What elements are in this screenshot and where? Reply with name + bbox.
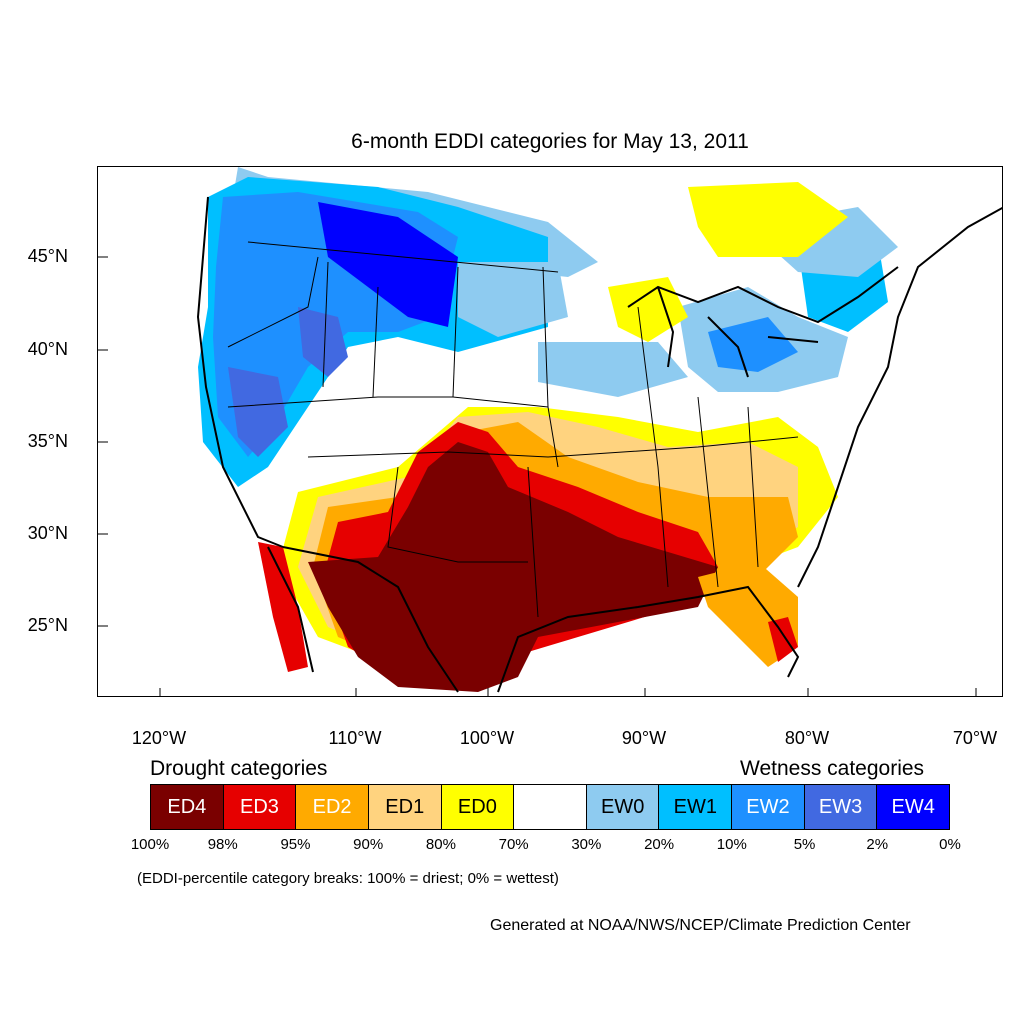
- coastlines: [196, 196, 1002, 693]
- percent-break-label: 10%: [716, 836, 747, 853]
- percent-break-label: 20%: [644, 836, 675, 853]
- michigan-ed0: [608, 277, 688, 342]
- plains-ew0: [538, 342, 688, 397]
- state-boundaries: [227, 241, 799, 618]
- category-legend-bar: ED4 ED3 ED2 ED1 ED0 EW0 EW1 EW2 EW3 EW4: [150, 784, 950, 830]
- percent-break-label: 5%: [793, 836, 816, 853]
- percent-break-label: 2%: [866, 836, 889, 853]
- montana-ew4-region: [318, 202, 458, 327]
- wetness-categories-heading: Wetness categories: [740, 757, 925, 780]
- legend-cell-ew1: EW1: [659, 785, 733, 829]
- legend-cell-ed3: ED3: [223, 785, 297, 829]
- quebec-ed0: [688, 182, 848, 257]
- legend-cell-ew2: EW2: [732, 785, 805, 829]
- lon-label-90w: 90°W: [621, 728, 667, 748]
- legend-cell-ed0: ED0: [441, 785, 515, 829]
- map-panel: [97, 166, 1003, 697]
- percent-break-label: 100%: [130, 836, 170, 853]
- legend-cell-ed4: ED4: [151, 785, 224, 829]
- lake-erie-ew2: [708, 317, 798, 372]
- south-ed4-core: [308, 442, 718, 692]
- percent-break-label: 98%: [207, 836, 238, 853]
- lat-label-30: 30°N: [27, 523, 68, 543]
- category-breaks-note: (EDDI-percentile category breaks: 100% =…: [137, 870, 559, 887]
- percent-break-label: 90%: [353, 836, 384, 853]
- nevada-ew3-region: [228, 367, 288, 457]
- lat-label-45: 45°N: [27, 246, 68, 266]
- lon-label-120w: 120°W: [131, 728, 187, 748]
- lon-label-110w: 110°W: [328, 728, 382, 748]
- percent-break-label: 30%: [571, 836, 602, 853]
- lon-label-80w: 80°W: [784, 728, 830, 748]
- percent-break-label: 70%: [498, 836, 529, 853]
- legend-cell-ew4: EW4: [877, 785, 950, 829]
- legend-cell-normal: [514, 785, 587, 829]
- legend-cell-ed1: ED1: [368, 785, 442, 829]
- legend-cell-ew3: EW3: [804, 785, 878, 829]
- credit-line: Generated at NOAA/NWS/NCEP/Climate Predi…: [490, 917, 911, 934]
- lon-label-100w: 100°W: [459, 728, 515, 748]
- lat-label-35: 35°N: [27, 431, 68, 451]
- drought-categories-heading: Drought categories: [150, 757, 328, 780]
- percent-break-label: 80%: [425, 836, 456, 853]
- percent-break-label: 95%: [280, 836, 311, 853]
- lon-label-70w: 70°W: [952, 728, 998, 748]
- map-title: 6-month EDDI categories for May 13, 2011: [351, 130, 749, 153]
- florida-ed3: [768, 617, 798, 662]
- lat-label-40: 40°N: [27, 339, 68, 359]
- grid-ticks: [98, 256, 977, 696]
- eddi-map: [98, 167, 1002, 696]
- baja-ed3: [258, 542, 308, 672]
- legend-cell-ew0: EW0: [586, 785, 660, 829]
- percent-break-label: 0%: [939, 836, 961, 853]
- legend-cell-ed2: ED2: [296, 785, 369, 829]
- dakota-ew1-region: [458, 262, 568, 337]
- idaho-ew3-region: [298, 307, 348, 377]
- lat-label-25: 25°N: [27, 615, 68, 635]
